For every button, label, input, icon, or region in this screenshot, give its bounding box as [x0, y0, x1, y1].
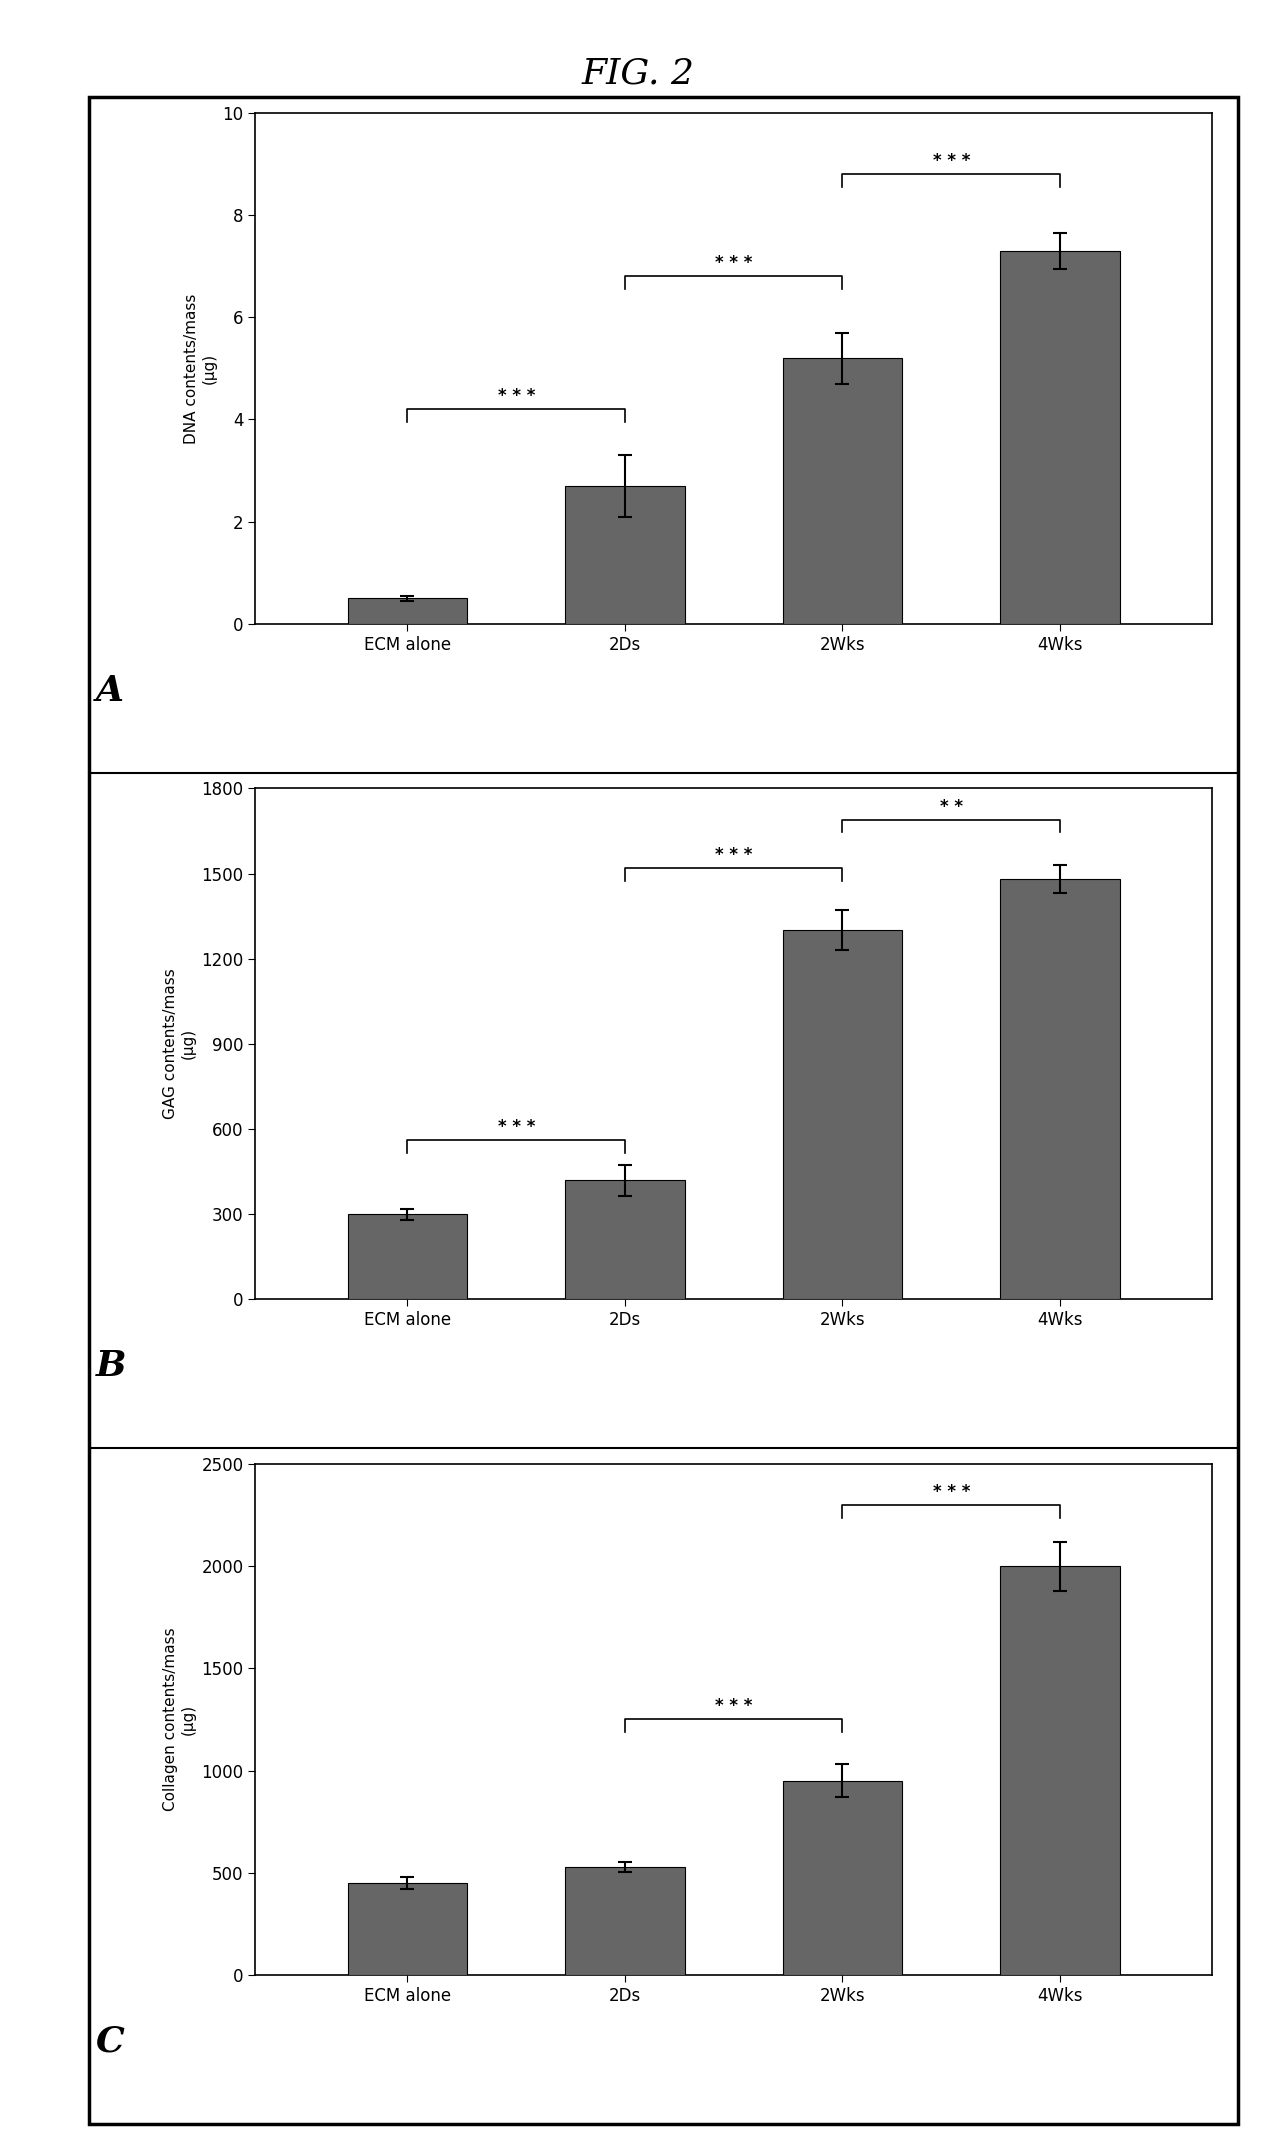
- Bar: [347, 1882, 467, 1975]
- Text: * * *: * * *: [498, 1119, 535, 1136]
- Bar: [1000, 250, 1120, 623]
- Text: * * *: * * *: [933, 153, 970, 170]
- Bar: [565, 1867, 685, 1975]
- Bar: [565, 485, 685, 623]
- Text: * * *: * * *: [715, 1697, 753, 1716]
- Text: * * *: * * *: [498, 388, 535, 405]
- Text: FIG. 2: FIG. 2: [582, 56, 694, 91]
- Text: * * *: * * *: [715, 845, 753, 865]
- Text: A: A: [96, 675, 124, 707]
- Text: C: C: [96, 2024, 125, 2059]
- Text: * *: * *: [939, 798, 962, 815]
- Bar: [1000, 1565, 1120, 1975]
- Y-axis label: GAG contents/mass
(μg): GAG contents/mass (μg): [163, 968, 195, 1119]
- Y-axis label: DNA contents/mass
(μg): DNA contents/mass (μg): [184, 293, 217, 444]
- Bar: [565, 1179, 685, 1300]
- Text: * * *: * * *: [715, 254, 753, 272]
- Bar: [782, 931, 902, 1300]
- Bar: [782, 358, 902, 623]
- Bar: [782, 1781, 902, 1975]
- Y-axis label: Collagen contents/mass
(μg): Collagen contents/mass (μg): [163, 1628, 195, 1811]
- Text: * * *: * * *: [933, 1483, 970, 1501]
- Text: B: B: [96, 1350, 126, 1384]
- Bar: [347, 599, 467, 623]
- Bar: [347, 1214, 467, 1300]
- Bar: [1000, 880, 1120, 1300]
